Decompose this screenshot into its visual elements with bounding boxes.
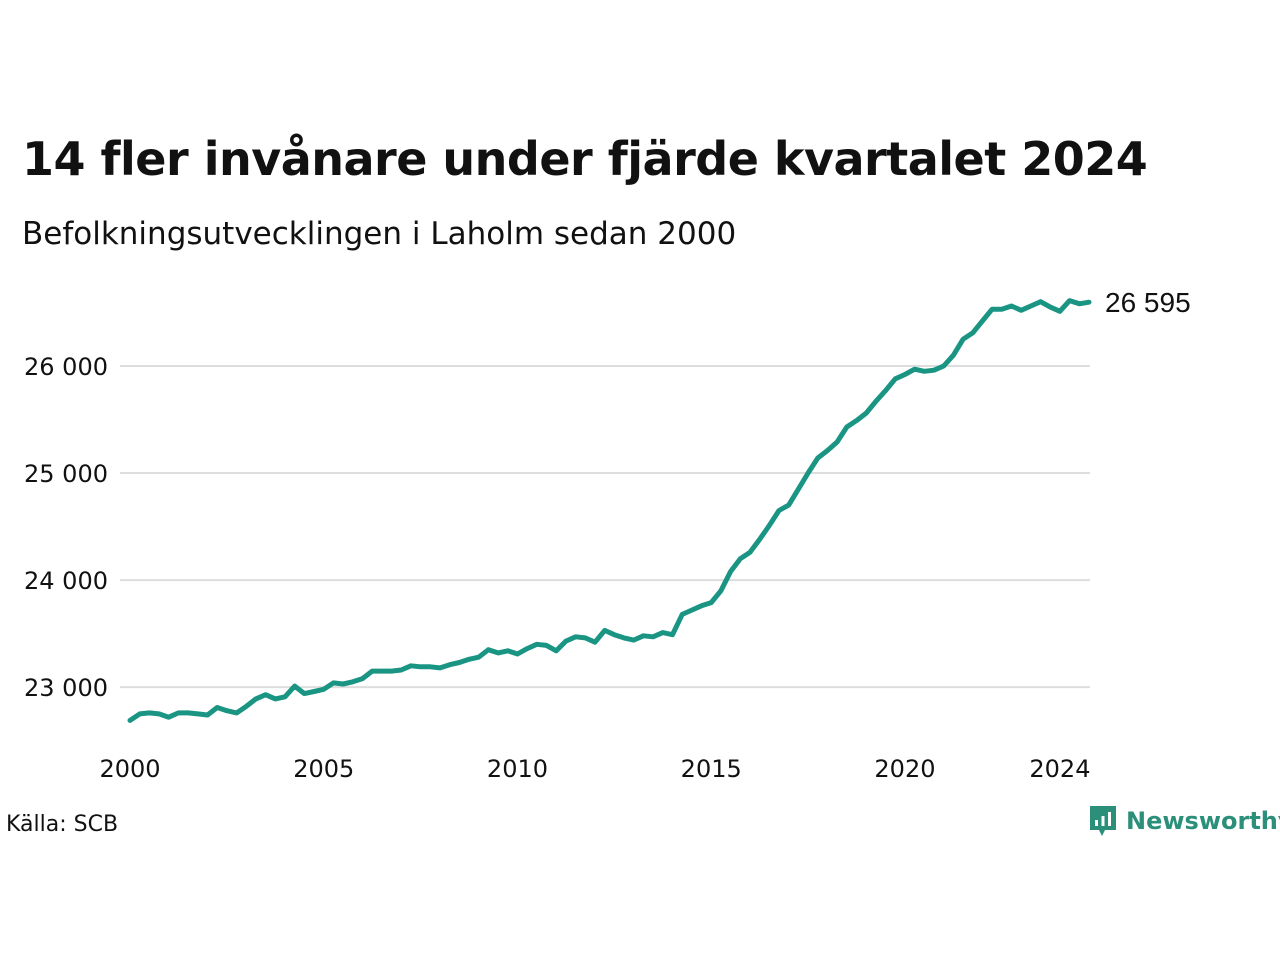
brand-logo: Newsworthy bbox=[1088, 804, 1280, 838]
y-tick-label: 24 000 bbox=[24, 567, 108, 595]
population-line bbox=[127, 298, 1092, 723]
x-tick-label: 2015 bbox=[681, 755, 742, 783]
y-tick-label: 23 000 bbox=[24, 674, 108, 702]
chart-subtitle: Befolkningsutvecklingen i Laholm sedan 2… bbox=[22, 216, 737, 252]
source-note: Källa: SCB bbox=[6, 812, 119, 837]
end-value-label: 26 595 bbox=[1105, 287, 1191, 318]
chart-title: 14 fler invånare under fjärde kvartalet … bbox=[22, 132, 1148, 186]
x-tick-label: 2024 bbox=[1029, 755, 1090, 783]
x-tick-label: 2010 bbox=[487, 755, 548, 783]
newsworthy-logo-icon bbox=[1090, 806, 1116, 836]
y-tick-label: 26 000 bbox=[24, 353, 108, 381]
x-tick-label: 2000 bbox=[99, 755, 160, 783]
x-tick-label: 2020 bbox=[874, 755, 935, 783]
x-tick-label: 2005 bbox=[293, 755, 354, 783]
brand-name: Newsworthy bbox=[1126, 807, 1280, 835]
y-tick-label: 25 000 bbox=[24, 460, 108, 488]
